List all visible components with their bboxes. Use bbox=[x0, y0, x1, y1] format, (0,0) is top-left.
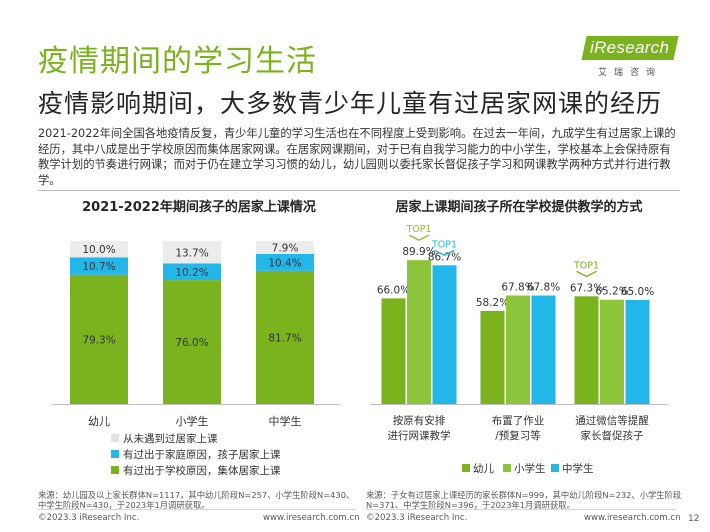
chart2-x-tick-0-0: 按原有安排 bbox=[393, 414, 446, 427]
chart2-legend-label-2: 中学生 bbox=[562, 462, 594, 475]
footer-line-left bbox=[38, 509, 356, 510]
chart1-legend-label-2: 有过出于学校原因，集体居家上课 bbox=[123, 464, 281, 477]
page-title: 疫情期间的学习生活 bbox=[38, 44, 317, 79]
chart2-bar-label-1-2: 65.2% bbox=[595, 286, 628, 298]
chart1-bar-1-1 bbox=[163, 263, 221, 281]
logo-sub: 艾瑞咨询 bbox=[598, 68, 663, 78]
chart2-bar-1-1 bbox=[506, 295, 530, 404]
chart2-top1-chevron-0 bbox=[408, 234, 430, 241]
chart2-top1-label-2: TOP1 bbox=[573, 260, 599, 271]
chart2-legend-label-0: 幼儿 bbox=[473, 462, 494, 475]
chart1-bar-2-1 bbox=[163, 241, 221, 264]
chart2-legend-swatch-2 bbox=[551, 464, 559, 472]
chart1-bar-label-2-1: 13.7% bbox=[175, 247, 208, 259]
copyright-left: ©2023.3 iResearch Inc. bbox=[38, 513, 140, 523]
website-left: www.iresearch.com.cn bbox=[263, 513, 360, 523]
chart2-bar-label-1-1: 67.8% bbox=[501, 282, 534, 294]
chart2-bar-0-2 bbox=[574, 296, 599, 404]
chart1-bar-label-2-0: 10.0% bbox=[82, 244, 115, 256]
chart1-bar-0-2 bbox=[256, 270, 314, 404]
intro-text: 2021-2022年间全国各地疫情反复，青少年儿童的学习生活也在不同程度上受到影… bbox=[38, 127, 676, 187]
copyright-right: ©2023.3 iResearch Inc. bbox=[366, 513, 468, 523]
chart1-bar-0-0 bbox=[70, 274, 128, 404]
chart1-x-tick-1: 小学生 bbox=[176, 414, 209, 428]
chart2-bar-label-2-1: 67.8% bbox=[527, 282, 560, 294]
chart1-bar-1-2 bbox=[256, 253, 314, 271]
website-right: www.iresearch.com.cn bbox=[584, 513, 681, 523]
chart2-bar-0-0 bbox=[381, 298, 406, 404]
chart1-bar-2-2 bbox=[256, 241, 314, 254]
chart1-bar-label-1-2: 10.4% bbox=[268, 257, 301, 269]
section-divider bbox=[38, 190, 680, 191]
chart2-x-tick-1-0: 布置了作业 bbox=[492, 415, 545, 427]
source-left: 来源：幼儿园及以上家长群体N=1117，其中幼儿阶段N=257、小学生阶段N=4… bbox=[38, 490, 355, 510]
chart2-bar-1-0 bbox=[407, 260, 431, 404]
chart2-bar-1-2 bbox=[600, 299, 624, 404]
chart1-bar-label-2-2: 7.9% bbox=[272, 242, 299, 254]
chart2-bar-2-1 bbox=[531, 295, 556, 404]
footer-line-right bbox=[366, 509, 676, 510]
chart1-bar-label-1-0: 10.7% bbox=[82, 261, 115, 273]
chart2-top1-label-0: TOP1 bbox=[405, 224, 431, 235]
chart2-bar-label-0-1: 58.2% bbox=[476, 297, 509, 309]
chart1-bar-label-1-1: 10.2% bbox=[175, 267, 208, 279]
chart2-bar-label-1-0: 89.9% bbox=[402, 246, 435, 258]
chart2-x-tick-2-1: 家长督促孩子 bbox=[581, 429, 644, 442]
chart2-bar-label-2-0: 86.7% bbox=[428, 251, 461, 263]
chart2-bar-2-0 bbox=[432, 265, 457, 404]
chart1-x-tick-2: 中学生 bbox=[269, 414, 302, 428]
chart2-bar-0-1 bbox=[480, 310, 505, 404]
chart1-legend-label-1: 有过出于家庭原因，孩子居家上课 bbox=[123, 448, 281, 461]
chart2-x-tick-0-1: 进行网课教学 bbox=[388, 429, 451, 442]
chart2-bar-2-2 bbox=[625, 300, 650, 404]
chart2-x-tick-2-0: 通过微信等提醒 bbox=[575, 414, 649, 427]
chart1-legend-label-0: 从未遇到过居家上课 bbox=[123, 432, 218, 445]
chart1-bar-label-0-2: 81.7% bbox=[268, 332, 301, 344]
chart2-legend-label-1: 小学生 bbox=[514, 462, 546, 475]
chart1-bar-1-0 bbox=[70, 257, 128, 275]
chart2-legend-swatch-1 bbox=[503, 464, 511, 472]
source-right: 来源：子女有过居家上课经历的家长群体N=999，其中幼儿阶段N=232、小学生阶… bbox=[366, 490, 682, 510]
page-subtitle: 疫情影响期间，大多数青少年儿童有过居家网课的经历 bbox=[38, 89, 663, 118]
chart2-top1-label-1: TOP1 bbox=[431, 239, 457, 250]
chart2-x-tick-1-1: /预复习等 bbox=[495, 429, 541, 442]
chart1-title: 2021-2022年期间孩子的居家上课情况 bbox=[82, 199, 316, 215]
chart1-bar-label-0-1: 76.0% bbox=[175, 337, 208, 349]
chart1-bar-label-0-0: 79.3% bbox=[82, 334, 115, 346]
iresearch-logo: iResearch 艾瑞咨询 bbox=[581, 36, 680, 80]
chart2-bar-label-0-0: 66.0% bbox=[377, 284, 410, 296]
chart1-x-tick-0: 幼儿 bbox=[88, 415, 110, 428]
page-number: 12 bbox=[688, 514, 700, 524]
chart1-bar-0-1 bbox=[163, 280, 221, 404]
chart2-top1-chevron-1 bbox=[434, 249, 455, 257]
chart2-bar-label-2-2: 65.0% bbox=[621, 286, 654, 298]
chart1-legend-swatch-0 bbox=[111, 434, 119, 442]
chart2-title: 居家上课期间孩子所在学校提供教学的方式 bbox=[395, 199, 642, 215]
chart1-legend-swatch-1 bbox=[111, 450, 119, 458]
logo-brand: iResearch bbox=[590, 38, 670, 57]
chart1-legend-swatch-2 bbox=[111, 466, 119, 474]
chart2-legend-swatch-0 bbox=[462, 464, 470, 472]
chart1-bar-2-0 bbox=[70, 241, 128, 258]
chart2-top1-chevron-2 bbox=[576, 270, 597, 278]
chart2-bar-label-0-2: 67.3% bbox=[570, 282, 603, 294]
